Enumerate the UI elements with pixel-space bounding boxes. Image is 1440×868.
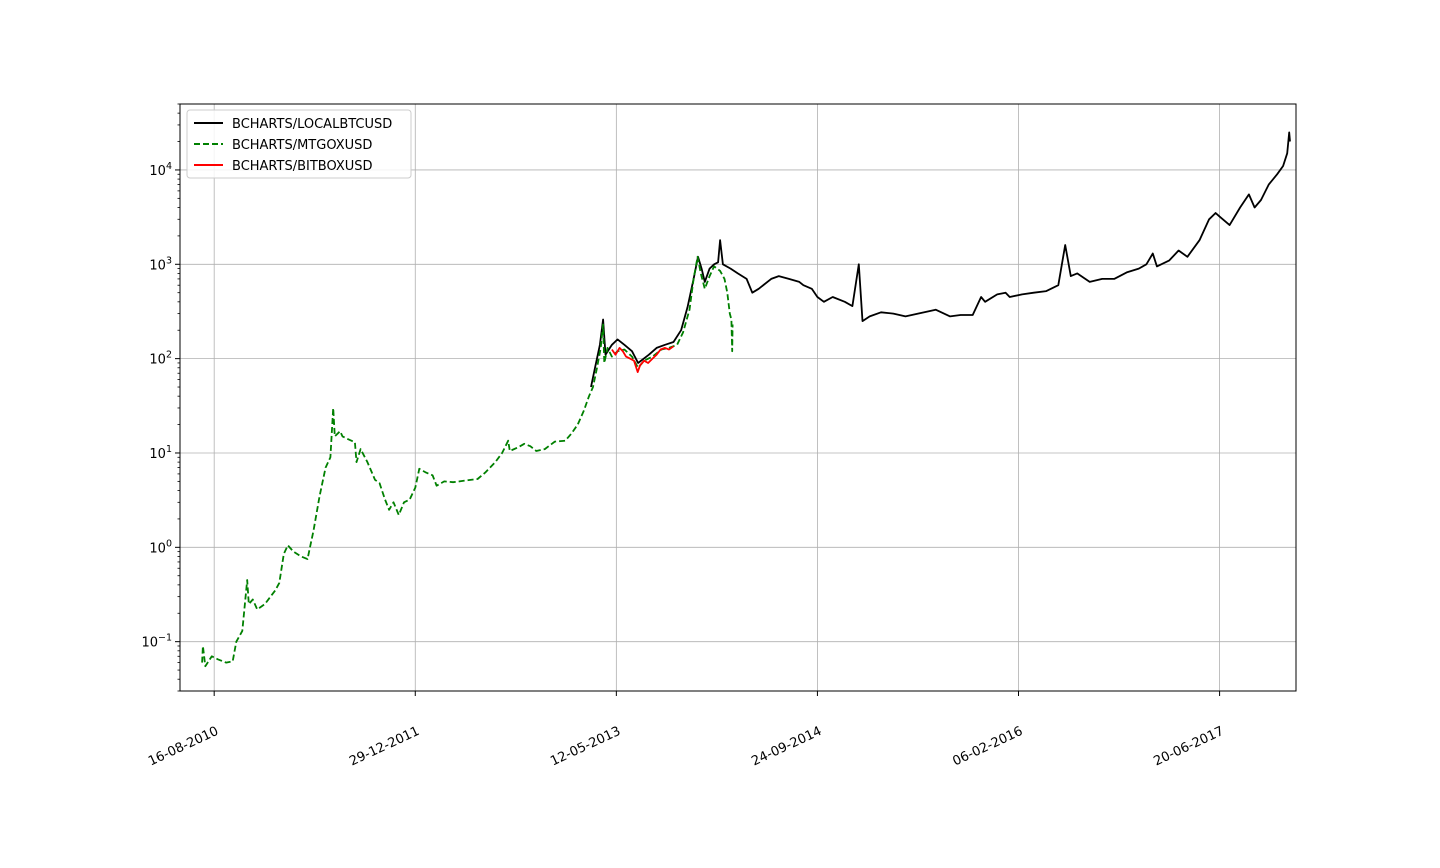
legend-label: BCHARTS/LOCALBTCUSD	[232, 117, 392, 132]
series-line-bcharts-mtgoxusd	[201, 255, 734, 668]
plot-frame	[179, 103, 1297, 692]
legend-label: BCHARTS/MTGOXUSD	[232, 138, 372, 153]
y-tick-label: 10−1	[141, 633, 172, 651]
y-tick-label: 104	[149, 161, 172, 179]
series-line-bcharts-localbtcusd	[590, 131, 1291, 388]
grid	[180, 104, 1296, 691]
legend-box	[186, 109, 412, 179]
y-tick-label: 103	[149, 255, 172, 273]
series-layer	[201, 131, 1291, 668]
legend-label: BCHARTS/BITBOXUSD	[232, 159, 373, 174]
y-tick-label: 102	[149, 350, 172, 368]
y-tick-label: 100	[149, 538, 172, 556]
legend[interactable]: BCHARTS/LOCALBTCUSD BCHARTS/MTGOXUSD BCHAR…	[186, 109, 412, 179]
series-line-bcharts-bitboxusd	[611, 345, 675, 374]
y-tick-label: 101	[149, 444, 172, 462]
